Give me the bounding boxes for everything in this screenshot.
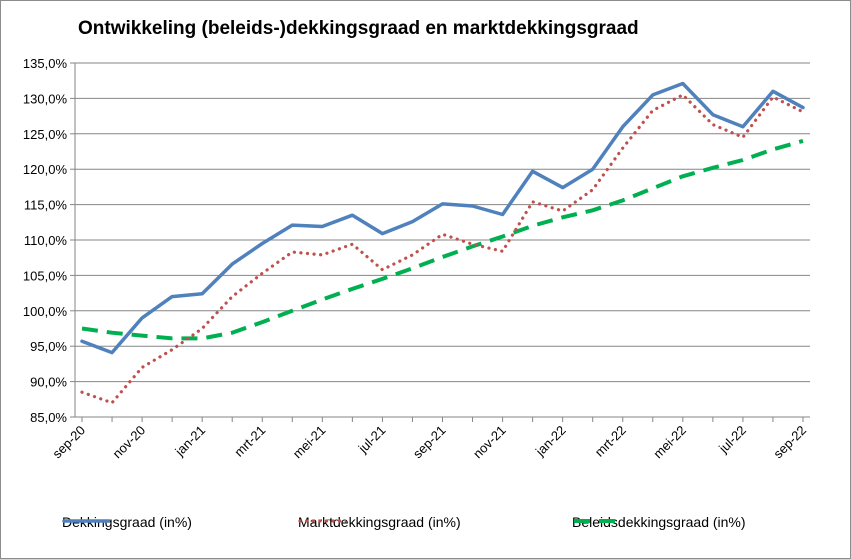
x-tick-label: mei-22 [650,423,689,462]
x-tick-label: jan-22 [532,423,569,460]
x-tick-label: sep-22 [770,423,809,462]
legend-item: Dekkingsgraad (in%) [62,514,192,530]
x-tick-label: nov-20 [109,423,148,462]
y-tick-label: 115,0% [24,198,68,213]
chart-title: Ontwikkeling (beleids-)dekkingsgraad en … [78,18,639,39]
x-tick-label: mrt-21 [231,423,268,460]
x-tick-label: mei-21 [290,423,329,462]
y-tick-label: 100,0% [23,304,68,319]
legend-item: Beleidsdekkingsgraad (in%) [572,514,746,530]
x-tick-label: nov-21 [470,423,509,462]
y-tick-label: 125,0% [23,127,68,142]
chart-legend: Dekkingsgraad (in%) Marktdekkingsgraad (i… [0,514,851,544]
x-tick-label: jul-21 [355,423,389,457]
legend-swatch [62,519,110,523]
y-tick-label: 120,0% [23,162,68,177]
series-line-marktdekkingsgraad-in [80,92,805,405]
tick-label-layer: 85,0% 90,0% 95,0% 100,0% 105,0% 110,0% 115,0% 1… [23,56,809,461]
x-tick-label: sep-20 [49,423,88,462]
legend-item: Marktdekkingsgraad (in%) [298,514,461,530]
y-tick-label: 95,0% [30,339,67,354]
y-tick-label: 110,0% [24,233,68,248]
legend-swatch [298,519,346,523]
y-tick-label: 135,0% [23,56,68,71]
series-line-dekkingsgraad-in [80,81,805,355]
x-tick-label: mrt-22 [592,423,629,460]
legend-label: Dekkingsgraad (in%) [62,514,192,530]
x-tick-label: jan-21 [171,423,208,460]
x-tick-label: jul-22 [715,423,749,457]
legend-label: Beleidsdekkingsgraad (in%) [572,514,746,530]
legend-label: Marktdekkingsgraad (in%) [298,514,461,530]
series-layer [80,81,805,405]
axis-layer [70,62,810,422]
y-tick-label: 90,0% [30,375,67,390]
y-tick-label: 85,0% [30,410,67,425]
y-tick-label: 105,0% [23,268,68,283]
y-tick-label: 130,0% [23,91,68,106]
grid-layer [75,62,810,418]
x-tick-label: sep-21 [410,423,449,462]
legend-swatch [574,519,620,523]
